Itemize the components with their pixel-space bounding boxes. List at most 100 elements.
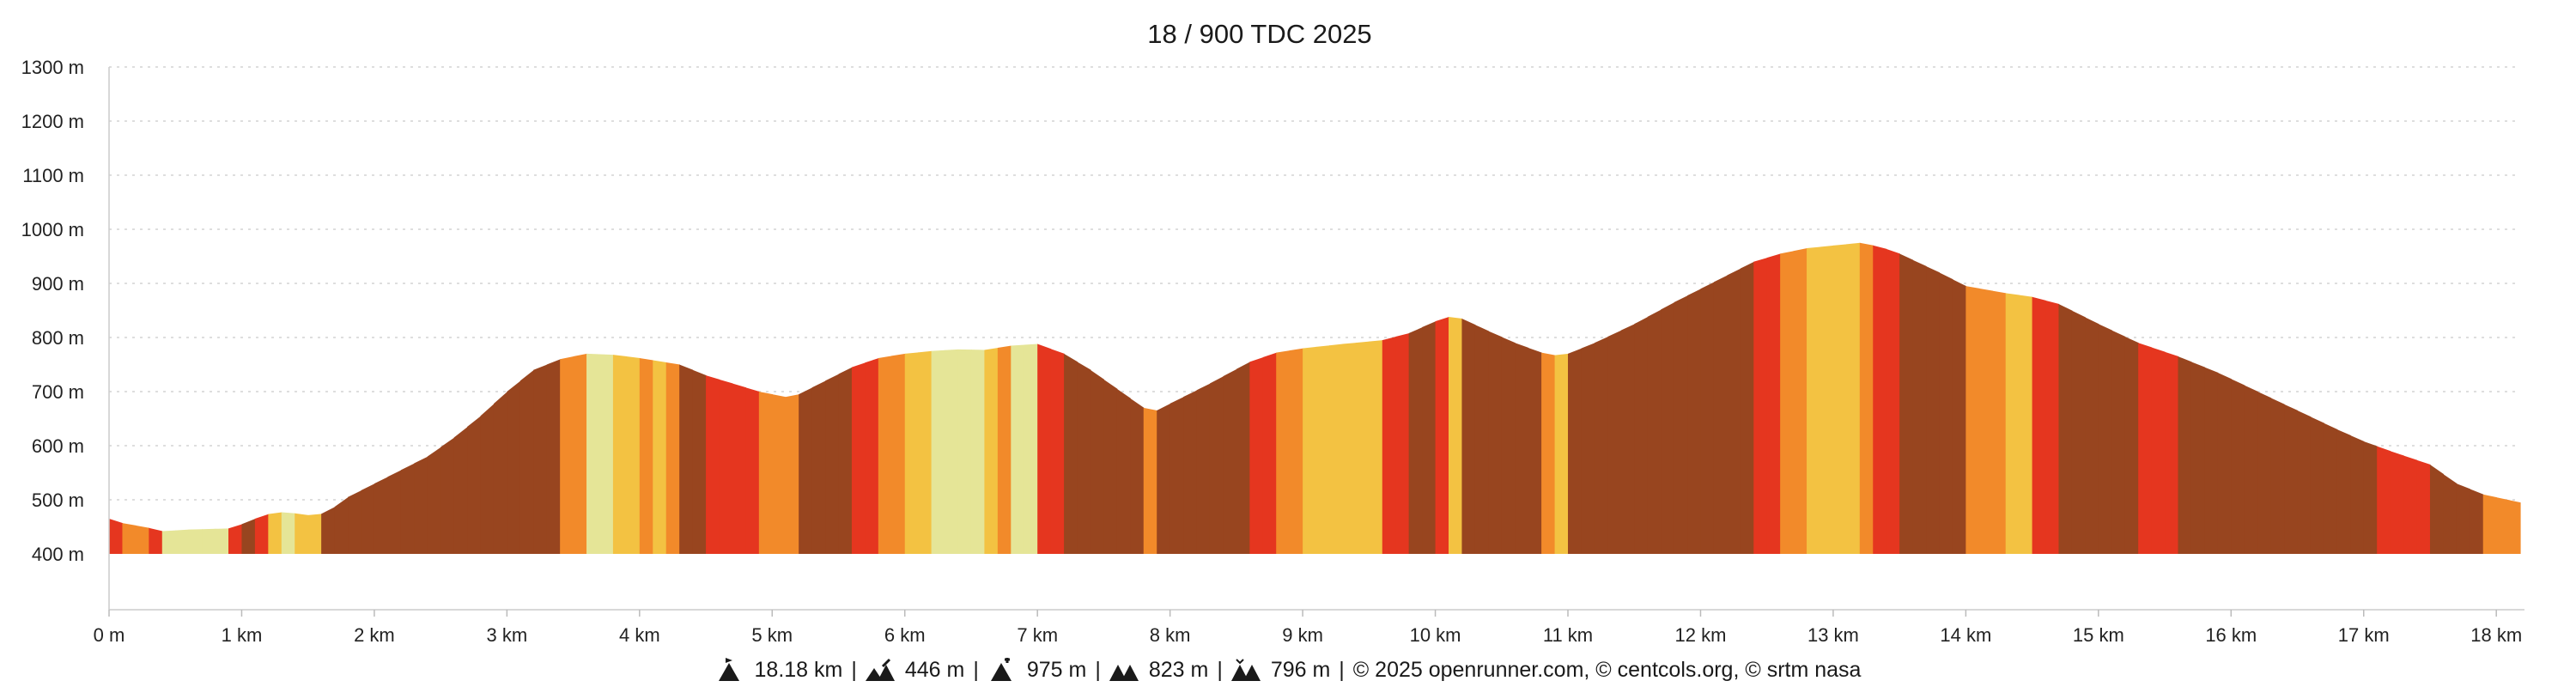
elevation-segment (1634, 316, 1649, 554)
elevation-segment (2284, 404, 2299, 554)
elevation-segment (295, 513, 309, 554)
x-tick-label: 2 km (354, 624, 395, 646)
elevation-segment (2470, 489, 2484, 554)
elevation-segment (1355, 341, 1370, 554)
elevation-segment (1262, 352, 1277, 554)
elevation-segment (2336, 429, 2351, 554)
y-tick-label: 900 m (32, 273, 84, 295)
elevation-segment (1687, 289, 1702, 554)
x-tick-label: 6 km (884, 624, 926, 646)
elevation-segment (1488, 331, 1503, 554)
elevation-segment (1395, 332, 1410, 554)
elevation-segment (825, 374, 840, 554)
elevation-segment (1926, 266, 1941, 554)
elevation-segment (268, 512, 283, 554)
elevation-segment (1674, 295, 1688, 554)
elevation-segment (2058, 303, 2073, 554)
elevation-segment (1807, 246, 1821, 554)
elevation-segment (2310, 416, 2325, 554)
climb-value: 446 m (904, 657, 965, 682)
separator: | (973, 657, 979, 682)
elevation-segment (1090, 369, 1105, 554)
elevation-segment (2443, 474, 2458, 554)
elevation-segment (1382, 337, 1396, 554)
elevation-segment (1369, 340, 1383, 554)
axes (108, 67, 2524, 611)
elevation-segment (799, 387, 813, 554)
credits: © 2025 openrunner.com, © centcols.org, ©… (1352, 657, 1862, 682)
elevation-segment (878, 356, 892, 554)
elevation-segment (1024, 344, 1038, 554)
max-elevation-value: 975 m (1026, 657, 1087, 682)
end-elevation-stat: 796 m (1230, 658, 1330, 683)
y-tick-label: 700 m (32, 381, 84, 403)
y-tick-label: 500 m (32, 489, 84, 511)
elevation-segment (851, 362, 866, 554)
elevation-segment (1515, 343, 1529, 554)
elevation-segment (811, 380, 826, 554)
y-tick-label: 1200 m (21, 111, 84, 132)
elevation-segment (612, 355, 627, 554)
elevation-segment (586, 353, 601, 554)
elevation-segment (1249, 356, 1264, 554)
elevation-segment (1435, 317, 1449, 554)
elevation-segment (1276, 350, 1291, 554)
y-tick-label: 400 m (32, 544, 84, 565)
elevation-segment (2151, 347, 2166, 554)
elevation-segment (1647, 309, 1662, 554)
elevation-segment (1223, 368, 1237, 554)
elevation-segment (599, 354, 614, 554)
elevation-segment (467, 416, 482, 554)
elevation-segment (361, 483, 375, 554)
distance-icon (718, 658, 739, 681)
elevation-segment (1581, 343, 1595, 554)
elevation-segment (202, 528, 216, 554)
elevation-segment (1899, 253, 1914, 554)
elevation-segment (865, 357, 879, 554)
elevation-segment (626, 356, 641, 554)
x-tick-label: 5 km (751, 624, 793, 646)
min-elevation-stat: 823 m (1109, 658, 1208, 683)
elevation-segment (970, 350, 986, 554)
elevation-segment (2416, 459, 2431, 554)
min-elevation-value: 823 m (1148, 657, 1209, 682)
climb-stat: 446 m (865, 657, 965, 683)
x-tick-label: 1 km (222, 624, 263, 646)
elevation-segment (2045, 300, 2060, 554)
elevation-segment (109, 519, 124, 554)
mountains-down-icon (1230, 659, 1261, 681)
elevation-segment (639, 357, 653, 554)
elevation-segment (2019, 295, 2033, 554)
elevation-segment (2509, 500, 2521, 554)
elevation-segment (321, 507, 336, 554)
elevation-segment (1209, 376, 1224, 554)
elevation-segment (1501, 337, 1516, 554)
elevation-segment (931, 350, 945, 554)
elevation-segment (2403, 455, 2418, 554)
elevation-segment (560, 356, 574, 554)
separator: | (1339, 657, 1345, 682)
elevation-segment (334, 496, 349, 554)
elevation-segment (719, 379, 733, 554)
elevation-segment (706, 375, 720, 554)
elevation-segment (1740, 261, 1754, 554)
elevation-segment (2482, 494, 2497, 554)
separator: | (851, 657, 857, 682)
y-tick-label: 800 m (32, 327, 84, 349)
elevation-segment (2377, 446, 2391, 554)
elevation-segment (1912, 259, 1927, 554)
elevation-segment (1474, 325, 1489, 554)
elevation-segment (2005, 293, 2020, 554)
elevation-segment (2363, 441, 2378, 554)
elevation-segment (2178, 356, 2192, 554)
elevation-segment (2429, 465, 2445, 554)
elevation-segment (1103, 379, 1118, 554)
elevation-segment (1846, 242, 1861, 554)
elevation-segment (838, 367, 853, 554)
elevation-segment (2244, 385, 2258, 554)
x-tick-label: 11 km (1543, 624, 1593, 646)
elevation-segment (400, 463, 415, 554)
elevation-segment (122, 523, 137, 554)
mountains-up-icon (1109, 658, 1139, 681)
